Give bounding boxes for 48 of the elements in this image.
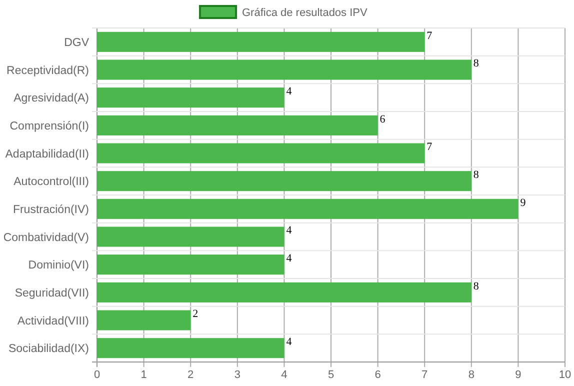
y-tick-label: Adaptabilidad(II) bbox=[5, 148, 90, 160]
data-label: 8 bbox=[473, 58, 480, 70]
data-label: 4 bbox=[286, 86, 292, 98]
bar bbox=[97, 171, 472, 192]
x-tick-label: 9 bbox=[515, 369, 522, 381]
y-tick-label: DGV bbox=[64, 36, 90, 49]
y-tick-label: Seguridad(VII) bbox=[14, 287, 90, 300]
x-tick-label: 7 bbox=[422, 369, 428, 381]
bar bbox=[97, 198, 518, 219]
x-tick-label: 5 bbox=[328, 369, 334, 381]
x-tick-label: 0 bbox=[94, 369, 100, 381]
bar bbox=[97, 115, 378, 136]
y-tick-label: Combatividad(V) bbox=[3, 232, 90, 244]
y-tick-label: Autocontrol(III) bbox=[14, 176, 90, 188]
y-tick-label: Agresividad(A) bbox=[14, 92, 90, 105]
x-tick-label: 1 bbox=[140, 369, 147, 381]
data-label: 4 bbox=[286, 336, 292, 348]
data-label: 9 bbox=[520, 196, 526, 209]
bar bbox=[97, 254, 284, 275]
bar bbox=[97, 143, 425, 164]
data-label: 4 bbox=[286, 252, 292, 265]
data-label: 8 bbox=[473, 169, 480, 182]
data-label: 6 bbox=[380, 113, 386, 126]
y-tick-label: Sociabilidad(IX) bbox=[8, 343, 90, 356]
data-label: 7 bbox=[426, 30, 433, 42]
data-label: 7 bbox=[426, 141, 433, 154]
x-tick-label: 10 bbox=[558, 369, 572, 381]
bar bbox=[97, 88, 284, 108]
bar bbox=[97, 282, 472, 302]
y-tick-label: Receptividad(R) bbox=[6, 64, 90, 77]
bar bbox=[97, 310, 191, 330]
y-tick-label: Actividad(VIII) bbox=[17, 315, 90, 328]
y-tick-label: Dominio(VI) bbox=[28, 260, 90, 272]
bar bbox=[97, 60, 472, 80]
bar bbox=[97, 338, 284, 358]
legend-label: Gráfica de resultados IPV bbox=[242, 7, 368, 19]
x-tick-label: 8 bbox=[468, 369, 474, 381]
y-tick-label: Frustración(IV) bbox=[12, 204, 90, 216]
data-label: 2 bbox=[192, 308, 198, 320]
bar bbox=[97, 32, 425, 52]
data-label: 8 bbox=[473, 280, 480, 292]
x-tick-label: 2 bbox=[188, 369, 194, 381]
x-tick-label: 6 bbox=[374, 369, 381, 381]
x-tick-label: 4 bbox=[281, 369, 288, 381]
data-label: 4 bbox=[286, 224, 292, 237]
y-tick-label: Comprensión(I) bbox=[10, 120, 90, 132]
x-tick-label: 3 bbox=[234, 369, 240, 381]
bar bbox=[97, 226, 284, 247]
